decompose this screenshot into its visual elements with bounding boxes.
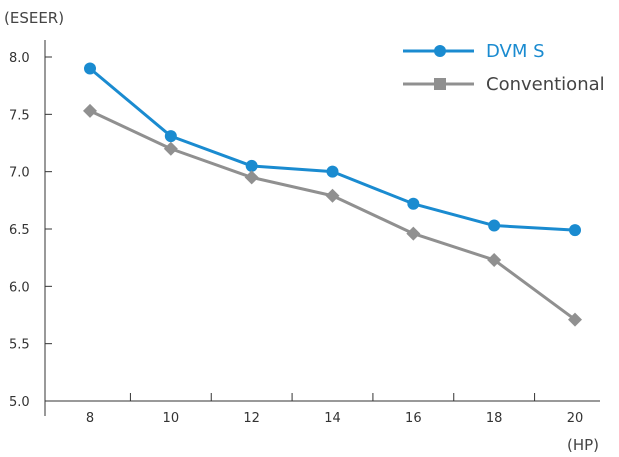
y-tick-label: 7.0	[9, 166, 30, 181]
data-point-conventional	[568, 312, 582, 327]
x-tick-label: 10	[163, 411, 180, 426]
x-tick-label: 20	[567, 411, 584, 426]
series-line-conventional	[88, 109, 577, 322]
y-tick-label: 8.0	[9, 51, 30, 66]
y-axis-ticks: 5.0 5.5 6.0 6.5 7.0 7.5 8.0	[9, 51, 52, 410]
legend: DVM S Conventional	[403, 41, 605, 95]
data-point-conventional	[406, 226, 421, 241]
y-tick-label: 5.0	[9, 395, 30, 410]
x-tick-label: 8	[86, 411, 94, 426]
legend-label-dvm-s: DVM S	[486, 41, 545, 62]
y-tick-label: 6.5	[9, 223, 30, 238]
x-axis-unit-label: (HP)	[567, 436, 599, 454]
x-tick-label: 16	[405, 411, 422, 426]
data-point-dvm-s	[326, 165, 339, 178]
x-axis-ticks: 8 10 12 14 16 18 20	[86, 393, 583, 426]
series-layer	[83, 62, 582, 327]
x-tick-label: 12	[243, 411, 260, 426]
data-point-conventional	[325, 188, 340, 203]
data-point-conventional	[487, 252, 502, 267]
data-point-dvm-s	[84, 62, 96, 75]
data-point-conventional	[163, 141, 178, 156]
x-tick-label: 18	[486, 411, 503, 426]
data-point-conventional	[244, 170, 259, 185]
legend-label-conventional: Conventional	[486, 74, 605, 95]
legend-marker-dvm-s	[434, 45, 446, 57]
data-point-dvm-s	[407, 197, 420, 210]
y-tick-label: 5.5	[9, 338, 30, 353]
data-point-dvm-s	[245, 159, 258, 172]
y-axis-unit-label: (ESEER)	[4, 9, 64, 27]
legend-marker-conventional	[434, 78, 446, 90]
y-tick-label: 6.0	[9, 280, 30, 295]
data-point-dvm-s	[569, 224, 581, 237]
y-tick-label: 7.5	[9, 108, 30, 123]
data-point-dvm-s	[488, 219, 501, 232]
data-point-conventional	[83, 103, 97, 118]
x-tick-label: 14	[324, 411, 341, 426]
data-point-dvm-s	[164, 130, 177, 143]
